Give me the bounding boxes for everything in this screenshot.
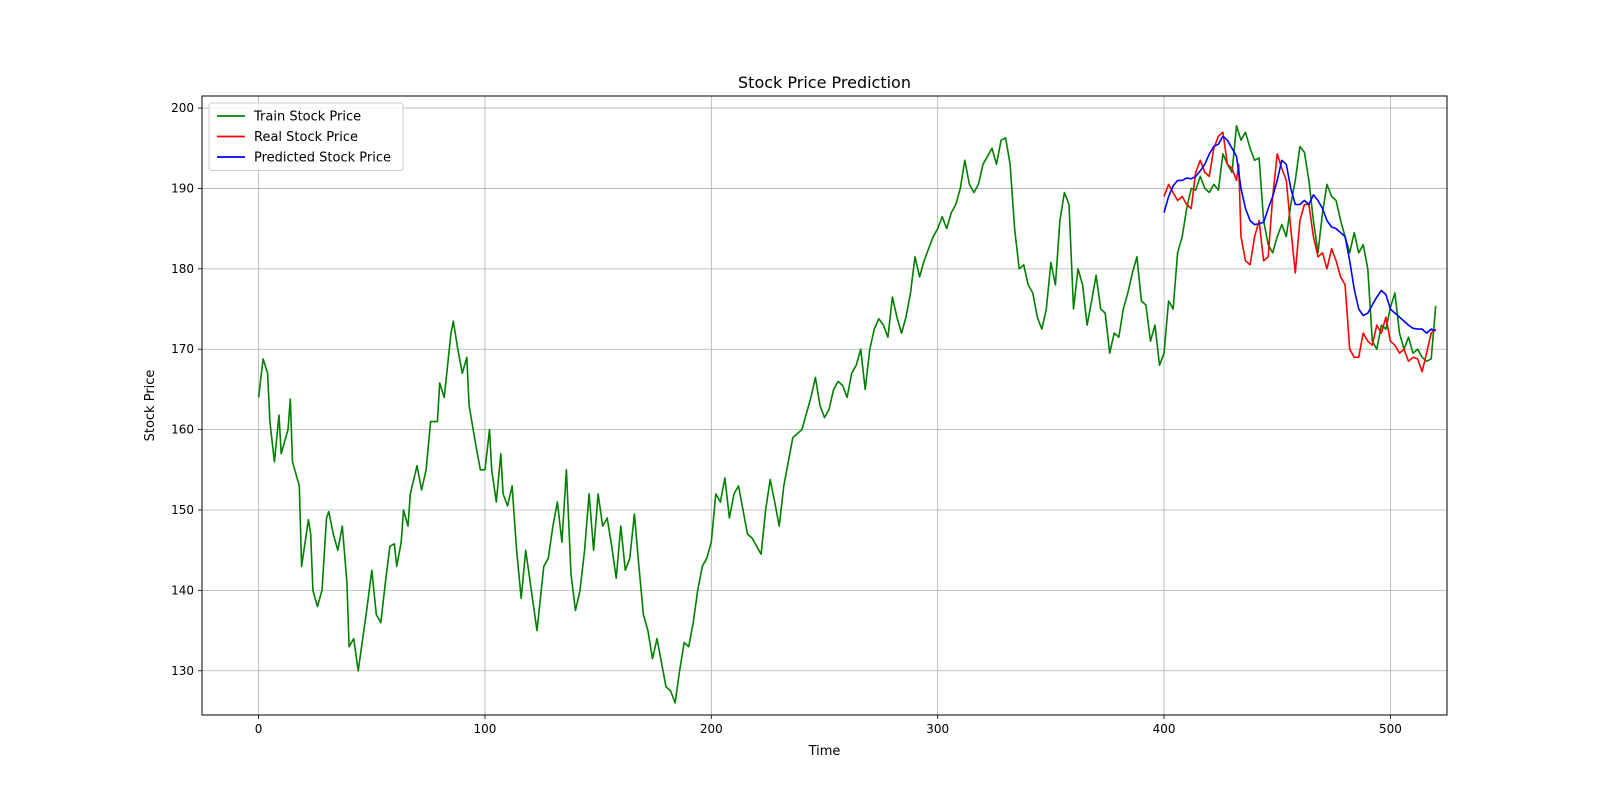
y-tick-label: 140 [171, 583, 194, 597]
y-tick-label: 190 [171, 181, 194, 195]
series-lines [257, 124, 1437, 704]
chart-title: Stock Price Prediction [738, 73, 911, 92]
y-tick-label: 180 [171, 262, 194, 276]
legend-label-train-stock-price: Train Stock Price [253, 110, 361, 125]
axis-ticks: 0 100 200 300 400 500 130 140 150 160 170 180 190 200 [171, 101, 1402, 736]
y-tick-label: 150 [171, 503, 194, 517]
legend-label-real-stock-price: Real Stock Price [254, 130, 358, 145]
y-tick-label: 170 [171, 342, 194, 356]
grid-lines [202, 96, 1447, 715]
legend-label-predicted-stock-price: Predicted Stock Price [254, 151, 391, 166]
x-tick-label: 300 [926, 722, 949, 736]
x-tick-label: 200 [700, 722, 723, 736]
y-axis-label: Stock Price [143, 370, 158, 442]
legend: Train Stock Price Real Stock Price Predict… [208, 102, 404, 171]
y-tick-label: 160 [171, 423, 194, 437]
series-line-predicted-stock-price [1163, 135, 1436, 334]
x-axis-label: Time [808, 744, 841, 759]
plot-frame [201, 95, 1448, 716]
y-tick-label: 200 [171, 101, 194, 115]
x-tick-label: 400 [1153, 722, 1176, 736]
x-tick-label: 100 [474, 722, 497, 736]
series-line-real-stock-price [1163, 131, 1437, 373]
series-line-train-stock-price [257, 124, 1437, 704]
legend-box [208, 102, 404, 171]
y-tick-label: 130 [171, 664, 194, 678]
x-tick-label: 0 [255, 722, 263, 736]
x-tick-label: 500 [1379, 722, 1402, 736]
